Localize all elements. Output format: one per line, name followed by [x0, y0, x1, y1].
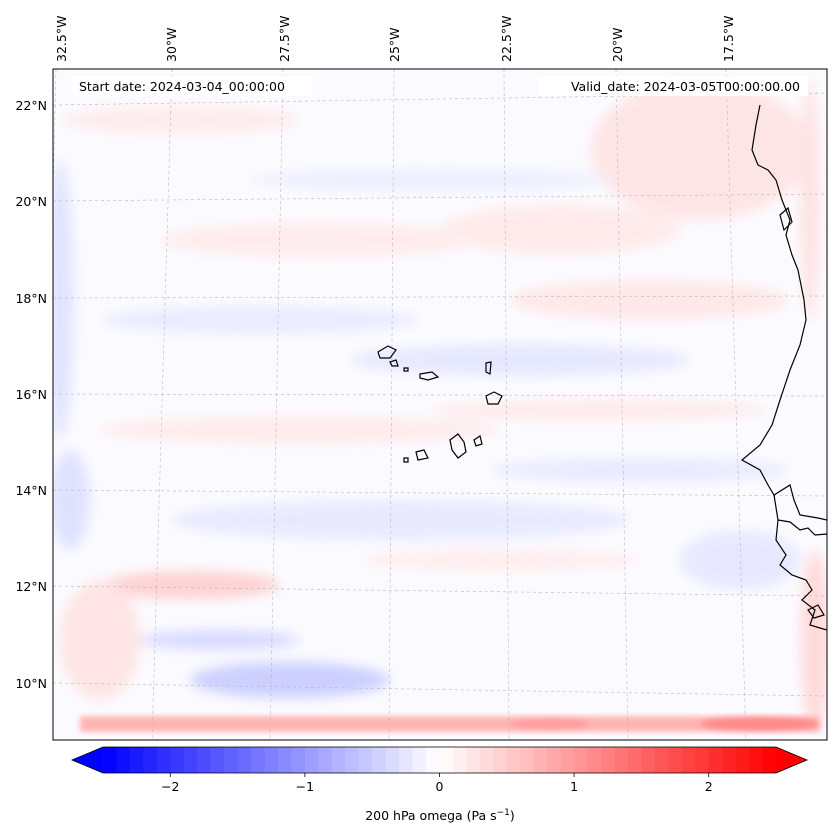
- colorbar-swatch: [439, 747, 454, 773]
- colorbar-outline: [70, 746, 809, 774]
- colorbar-swatch: [452, 747, 468, 773]
- colorbar-swatch: [493, 747, 508, 773]
- colorbar-swatch: [358, 747, 373, 773]
- colorbar-swatch: [708, 747, 723, 773]
- colorbar-swatch: [291, 747, 306, 773]
- start-date-box: [72, 76, 312, 96]
- colorbar-swatch: [749, 747, 764, 773]
- colorbar-swatch: [331, 747, 346, 773]
- valid-date-label: Valid_date: 2024-03-05T00:00:00.00: [571, 79, 800, 94]
- colorbar-swatch: [466, 747, 481, 773]
- colorbar-swatch: [399, 747, 414, 773]
- colorbar-tick-label: 2: [705, 779, 713, 794]
- colorbar-swatch: [695, 747, 710, 773]
- colorbar-tick-label: 1: [570, 779, 578, 794]
- colorbar-swatch: [224, 747, 239, 773]
- lon-label-30W: 30°W: [164, 27, 179, 62]
- lat-label-14N: 14°N: [15, 483, 47, 498]
- colorbar-swatches: [103, 747, 777, 773]
- colorbar-tick-label: −1: [296, 779, 314, 794]
- lat-label-22N: 22°N: [15, 98, 47, 113]
- colorbar-swatch: [479, 747, 494, 773]
- colorbar-swatch: [735, 747, 750, 773]
- colorbar-swatch: [237, 747, 252, 773]
- colorbar-swatch: [116, 747, 131, 773]
- colorbar-swatch: [722, 747, 737, 773]
- lat-label-20N: 20°N: [15, 194, 47, 209]
- omega-field: [53, 80, 827, 732]
- map-frame: [52, 68, 828, 741]
- longitude-labels: 32.5°W 30°W 27.5°W 25°W 22.5°W 20°W 17.5…: [54, 16, 736, 62]
- colorbar-swatch: [560, 747, 575, 773]
- lat-label-18N: 18°N: [15, 291, 47, 306]
- colorbar-tick-label: 0: [436, 779, 444, 794]
- colorbar-label: 200 hPa omega (Pa s−1): [365, 808, 515, 823]
- colorbar: −2 −1 0 1 2 200 hPa omega (Pa s−1): [70, 746, 809, 823]
- lon-label-27.5W: 27.5°W: [277, 16, 292, 62]
- graticule: [53, 69, 827, 740]
- colorbar-swatch: [587, 747, 602, 773]
- lon-label-22.5W: 22.5°W: [499, 16, 514, 62]
- colorbar-swatch: [318, 747, 333, 773]
- colorbar-swatch: [614, 747, 629, 773]
- colorbar-swatch: [103, 747, 118, 773]
- colorbar-swatch: [668, 747, 683, 773]
- lat-label-10N: 10°N: [15, 676, 47, 691]
- colorbar-label-superscript: −1: [497, 808, 510, 818]
- colorbar-ticks: −2 −1 0 1 2: [161, 773, 713, 794]
- valid-date-box: [538, 76, 808, 96]
- colorbar-swatch: [264, 747, 279, 773]
- colorbar-swatch: [170, 747, 185, 773]
- colorbar-swatch: [143, 747, 158, 773]
- cape-verde-islands: [377, 345, 503, 463]
- start-date-label: Start date: 2024-03-04_00:00:00: [79, 79, 285, 94]
- colorbar-swatch: [197, 747, 212, 773]
- colorbar-tick-label: −2: [161, 779, 179, 794]
- southern-boundary-strip: [80, 716, 820, 732]
- colorbar-swatch: [533, 747, 548, 773]
- colorbar-swatch: [345, 747, 360, 773]
- lon-label-32.5W: 32.5°W: [54, 16, 69, 62]
- coastline-africa: [740, 104, 827, 631]
- colorbar-swatch: [277, 747, 293, 773]
- colorbar-swatch: [372, 747, 387, 773]
- colorbar-swatch: [601, 747, 616, 773]
- colorbar-swatch: [385, 747, 400, 773]
- colorbar-swatch: [627, 747, 642, 773]
- colorbar-swatch: [574, 747, 589, 773]
- colorbar-swatch: [654, 747, 669, 773]
- colorbar-swatch: [506, 747, 521, 773]
- lon-label-25W: 25°W: [387, 27, 402, 62]
- omega-shading: [53, 80, 827, 730]
- colorbar-swatch: [547, 747, 562, 773]
- map-panel: Start date: 2024-03-04_00:00:00 Valid_da…: [52, 68, 828, 741]
- colorbar-swatch: [183, 747, 198, 773]
- lon-label-20W: 20°W: [610, 27, 625, 62]
- colorbar-swatch: [129, 747, 144, 773]
- colorbar-swatch: [210, 747, 225, 773]
- colorbar-swatch: [412, 747, 427, 773]
- lon-label-17.5W: 17.5°W: [721, 16, 736, 62]
- colorbar-swatch: [520, 747, 535, 773]
- lat-label-16N: 16°N: [15, 387, 47, 402]
- colorbar-extend-min: [72, 747, 103, 773]
- colorbar-swatch: [762, 747, 777, 773]
- colorbar-swatch: [641, 747, 656, 773]
- lat-label-12N: 12°N: [15, 579, 47, 594]
- colorbar-swatch: [251, 747, 266, 773]
- colorbar-swatch: [426, 747, 441, 773]
- colorbar-swatch: [304, 747, 319, 773]
- colorbar-swatch: [681, 747, 696, 773]
- latitude-labels: 22°N 20°N 18°N 16°N 14°N 12°N 10°N: [15, 98, 47, 691]
- colorbar-swatch: [156, 747, 171, 773]
- colorbar-extend-max: [776, 747, 807, 773]
